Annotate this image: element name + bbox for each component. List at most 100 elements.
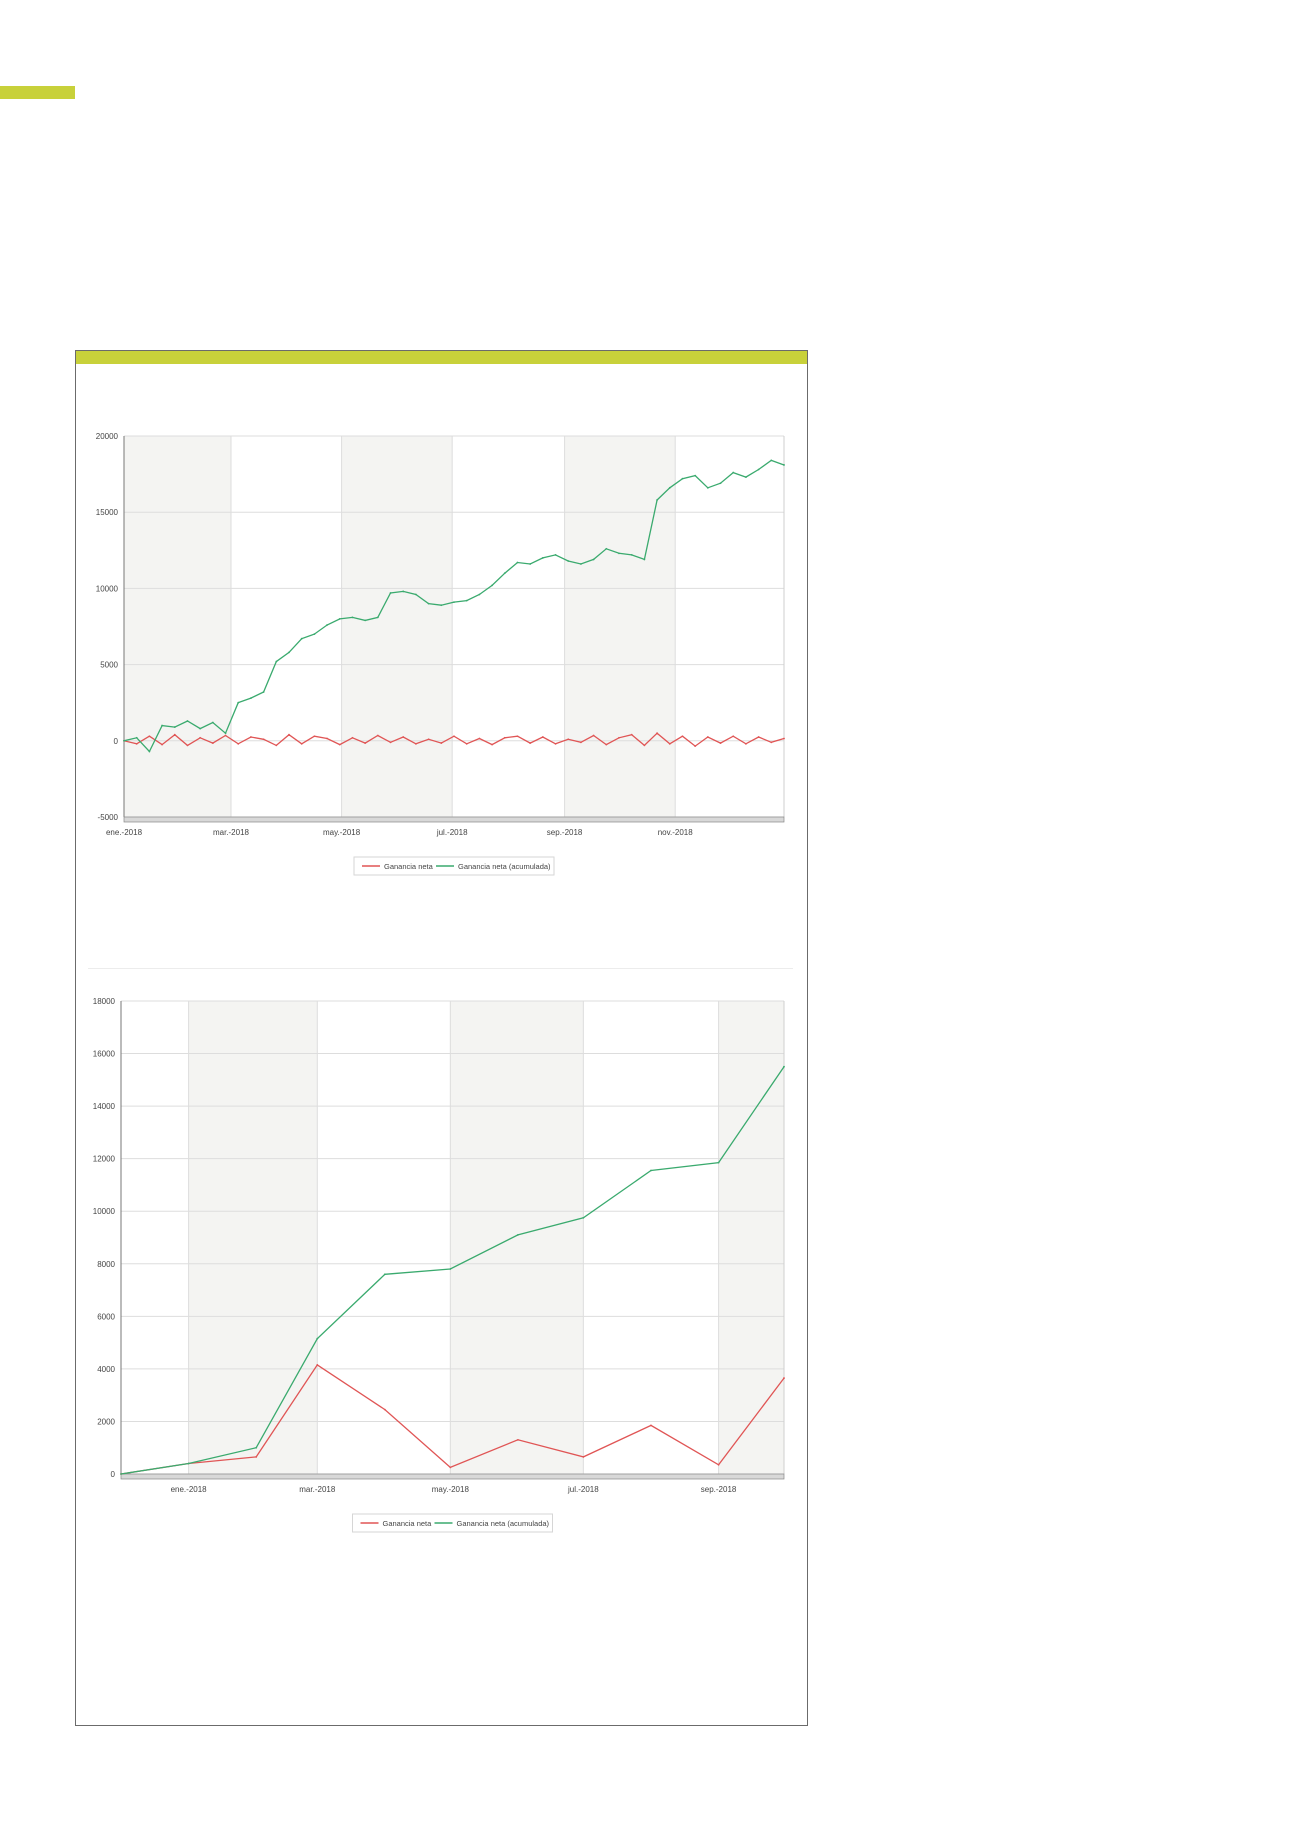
data-point [351,736,354,739]
x-tick-label: nov.-2018 [658,828,694,837]
data-point [161,743,163,746]
data-point [478,737,481,740]
data-point [618,552,620,555]
x-tick-label: jul.-2018 [567,1485,599,1494]
data-point [300,637,303,640]
data-point [580,563,582,565]
legend-label: Ganancia neta [383,1519,433,1528]
data-point [706,736,709,738]
data-point [211,742,214,744]
shaded-band [718,1001,784,1474]
chart-divider [88,968,793,969]
y-tick-label: 10000 [93,1207,116,1216]
data-point [173,726,176,728]
data-point [389,741,392,744]
data-point [650,1169,652,1172]
data-point [592,734,595,737]
data-point [288,651,290,654]
data-point [440,604,443,607]
data-point [427,602,430,605]
data-point [582,1456,585,1458]
monthly-net-profit-chart: 18000 16000 14000 12000 10000 8000 6000 4000 200… [93,997,785,1533]
data-point [186,720,189,722]
data-point [389,592,392,594]
data-point [783,1065,785,1068]
data-point [717,1463,720,1466]
data-point [415,593,417,596]
data-point [275,660,278,663]
shaded-band [341,436,453,817]
data-point [255,1446,258,1449]
data-point [338,617,341,620]
data-point [516,735,519,738]
x-tick-label: ene.-2018 [171,1485,208,1494]
data-point [173,733,176,736]
data-point [449,1466,452,1469]
data-point [706,486,709,489]
data-point [120,1473,122,1475]
data-point [383,1273,386,1276]
data-point [541,557,544,559]
data-point [503,572,506,575]
data-point [783,464,785,466]
data-point [491,743,493,746]
y-tick-label: 2000 [97,1417,115,1426]
data-point [681,735,684,738]
data-point [681,477,684,480]
y-tick-label: 14000 [93,1102,116,1111]
data-point [255,1456,258,1458]
shaded-band [450,1001,584,1474]
data-point [148,735,151,738]
data-point [313,735,316,738]
data-point [516,561,519,564]
data-point [465,742,468,745]
data-point [326,737,328,740]
y-tick-label: 10000 [96,584,119,593]
charts-panel: 20000 15000 10000 5000 0 -5000 ene.-2018 mar.-2… [75,350,808,1726]
data-point [161,724,163,727]
data-point [211,721,214,724]
data-point [316,1337,319,1340]
x-tick-label: sep.-2018 [701,1485,737,1494]
y-tick-label: 8000 [97,1260,115,1269]
daily-net-profit-chart: 20000 15000 10000 5000 0 -5000 ene.-2018 mar.-2… [96,432,785,876]
data-point [770,459,773,462]
data-point [376,734,379,737]
data-point [567,738,570,741]
data-point [453,601,455,604]
data-point [449,1268,452,1270]
data-point [199,727,202,730]
data-point [757,736,760,738]
data-point [630,733,633,736]
y-tick-label: 0 [111,1470,116,1479]
data-point [187,1462,190,1465]
data-point [427,738,430,741]
data-point [465,599,468,602]
y-tick-label: 0 [114,737,119,746]
data-point [123,739,125,742]
data-point [364,742,367,744]
data-point [694,745,697,748]
data-point [567,560,570,562]
data-point [582,1216,585,1219]
data-point [402,736,405,738]
data-point [694,474,697,477]
data-point [237,701,240,704]
data-point [554,742,557,745]
y-tick-label: 18000 [93,997,116,1006]
data-point [376,616,379,619]
legend-label: Ganancia neta [384,862,434,871]
data-point [650,1424,652,1427]
y-tick-label: 16000 [93,1050,116,1059]
data-point [517,1438,519,1441]
data-point [745,476,747,479]
data-point [338,743,341,746]
data-point [402,590,405,593]
data-point [618,736,620,739]
panel-accent-bar [76,351,807,364]
range-scrollbar [120,1473,785,1480]
data-point [605,743,608,746]
data-point [541,736,544,738]
data-point [491,584,493,587]
data-point [757,468,760,471]
